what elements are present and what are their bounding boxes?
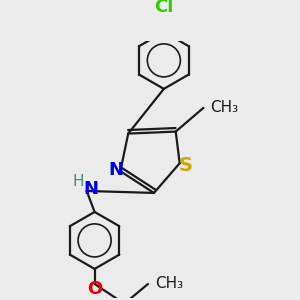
- Text: Cl: Cl: [154, 0, 173, 16]
- Text: CH₃: CH₃: [211, 100, 239, 116]
- Text: H: H: [72, 174, 84, 189]
- Text: N: N: [108, 160, 123, 178]
- Text: S: S: [178, 156, 192, 175]
- Text: N: N: [83, 180, 98, 198]
- Text: O: O: [87, 280, 102, 298]
- Text: CH₃: CH₃: [155, 276, 183, 291]
